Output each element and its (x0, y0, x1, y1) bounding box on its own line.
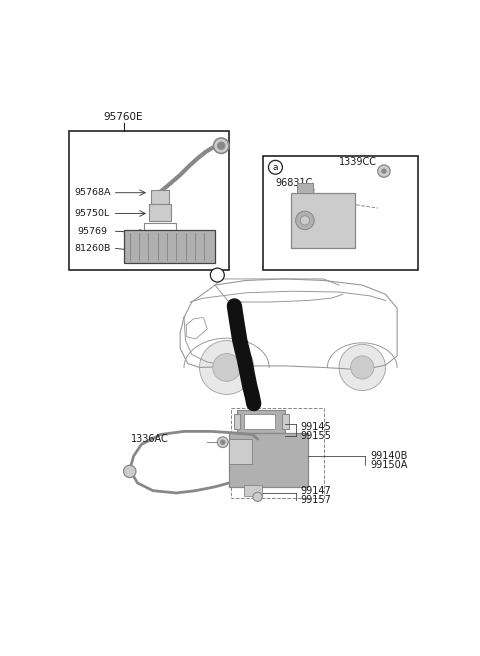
Text: 99155: 99155 (300, 431, 331, 441)
Bar (297, 184, 312, 193)
Text: 95760E: 95760E (104, 112, 144, 122)
Bar (123, 230, 215, 263)
Bar (230, 408, 324, 499)
Text: 99147: 99147 (300, 485, 331, 496)
Text: 99140B: 99140B (370, 451, 408, 461)
Bar (291, 193, 355, 248)
Text: 96831C: 96831C (276, 178, 313, 188)
Text: 95750L: 95750L (74, 209, 109, 218)
Circle shape (123, 465, 136, 478)
Circle shape (213, 354, 240, 381)
Circle shape (382, 169, 386, 173)
Bar (69, 131, 229, 270)
Text: 95769: 95769 (77, 227, 107, 236)
Circle shape (217, 142, 225, 150)
Bar (144, 224, 176, 230)
Bar (237, 410, 285, 433)
Circle shape (378, 165, 390, 177)
Bar (282, 415, 288, 429)
Circle shape (296, 211, 314, 230)
Text: 95768A: 95768A (74, 188, 110, 197)
Circle shape (220, 440, 225, 445)
Circle shape (350, 356, 374, 379)
Bar (263, 155, 418, 270)
Text: 99145: 99145 (300, 422, 331, 432)
Text: 99150A: 99150A (370, 461, 408, 470)
Circle shape (300, 216, 310, 225)
Bar (234, 415, 240, 429)
Bar (149, 204, 171, 221)
Text: 1339CC: 1339CC (339, 157, 377, 167)
Circle shape (217, 437, 228, 447)
Bar (244, 414, 276, 429)
Text: a: a (273, 163, 278, 172)
Text: 81260B: 81260B (74, 243, 110, 253)
Circle shape (200, 340, 254, 394)
Bar (229, 439, 252, 464)
Bar (229, 433, 308, 487)
Circle shape (210, 268, 224, 282)
Bar (152, 190, 168, 204)
Circle shape (253, 492, 262, 501)
Bar (244, 485, 262, 496)
Circle shape (268, 160, 282, 174)
Circle shape (214, 138, 229, 154)
Text: 1336AC: 1336AC (131, 434, 168, 444)
Text: a: a (215, 270, 220, 279)
Circle shape (339, 344, 385, 390)
Text: 99157: 99157 (300, 495, 331, 505)
